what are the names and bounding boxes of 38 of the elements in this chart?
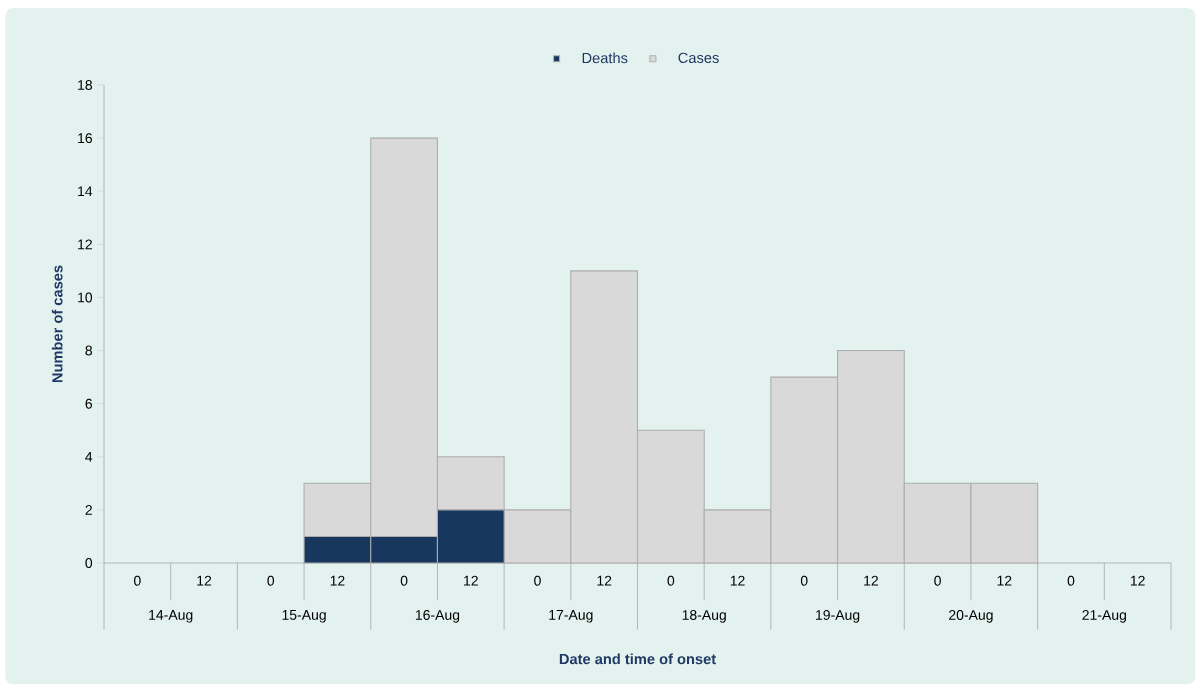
x-tick-label: 0	[934, 575, 941, 586]
x-tick-label: 12	[864, 575, 878, 586]
x-tick-label: 12	[464, 575, 478, 586]
y-tick-label: 12	[78, 239, 92, 250]
y-tick-label: 4	[85, 451, 93, 462]
x-tick-label: 12	[997, 575, 1012, 586]
y-axis-title: Number of cases	[51, 265, 63, 383]
x-tick-label: 0	[667, 575, 675, 586]
x-tick-label: 12	[330, 575, 345, 586]
x-tick-label: 12	[597, 575, 612, 586]
y-tick-label: 0	[85, 558, 93, 568]
y-tick-label: 6	[85, 398, 93, 409]
x-axis-title: Date and time of onset	[559, 653, 716, 665]
x-tick-label: 12	[730, 575, 745, 586]
x-tick-label: 0	[1067, 575, 1075, 586]
text: 19-Aug	[816, 610, 860, 623]
legend-label: Cases	[678, 52, 719, 64]
x-tick-label: 0	[534, 575, 541, 586]
text: 15-Aug	[282, 610, 326, 623]
y-tick-label: 18	[78, 80, 93, 90]
y-tick-label: 16	[78, 133, 93, 144]
y-tick-label: 10	[78, 292, 93, 303]
y-tick-label: 2	[85, 505, 92, 515]
y-tick-label: 8	[85, 345, 93, 356]
text: 14-Aug	[149, 610, 193, 623]
x-tick-label: 0	[400, 575, 408, 586]
x-tick-label: 0	[267, 575, 275, 586]
x-tick-label: 12	[197, 575, 212, 586]
x-tick-label: 12	[1130, 575, 1145, 586]
x-tick-label: 0	[800, 575, 808, 586]
text: 17-Aug	[549, 610, 593, 623]
text: 21-Aug	[1082, 610, 1126, 623]
x-tick-label: 0	[134, 575, 141, 586]
text: 18-Aug	[682, 610, 726, 623]
text: 20-Aug	[949, 610, 993, 623]
y-tick-label: 14	[78, 186, 93, 197]
legend-label: Deaths	[582, 52, 628, 64]
text: 16-Aug	[415, 610, 460, 623]
